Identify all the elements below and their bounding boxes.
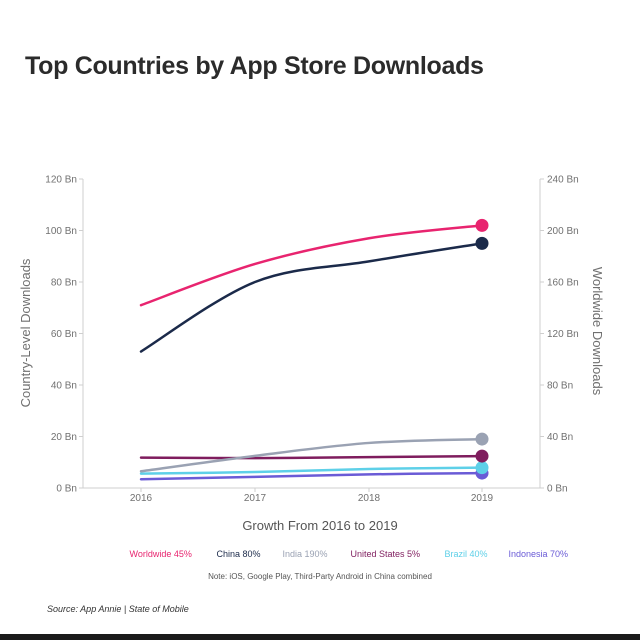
- legend-brazil: Brazil 40%: [444, 549, 488, 559]
- legend-united-states: United States 5%: [350, 549, 421, 559]
- x-tick-label: 2016: [130, 493, 153, 504]
- series-line-brazil: [139, 466, 484, 475]
- bottom-rule: [0, 634, 640, 640]
- y2-tick-label: 160 Bn: [547, 278, 579, 289]
- x-axis-label: Growth From 2016 to 2019: [242, 518, 398, 533]
- series-line-worldwide: [139, 224, 484, 307]
- y-tick-label: 120 Bn: [45, 175, 77, 186]
- y-tick-label: 0 Bn: [56, 484, 77, 495]
- x-tick-label: 2019: [471, 493, 494, 504]
- y-tick-label: 100 Bn: [45, 226, 77, 237]
- series-line-indonesia: [139, 471, 484, 481]
- series-line-india: [139, 437, 484, 473]
- y-tick-label: 20 Bn: [51, 432, 77, 443]
- legend-worldwide: Worldwide 45%: [129, 549, 192, 559]
- y-tick-label: 60 Bn: [51, 329, 77, 340]
- series-endpoint-united-states: [475, 449, 489, 463]
- y-tick-label: 40 Bn: [51, 381, 77, 392]
- y2-axis-label: Worldwide Downloads: [590, 267, 605, 396]
- legend-china: China 80%: [216, 549, 261, 559]
- source-credit: Source: App Annie | State of Mobile: [47, 604, 189, 614]
- series-endpoint-brazil: [475, 461, 489, 475]
- series-line-united-states: [139, 454, 484, 460]
- series-endpoint-worldwide: [475, 218, 489, 232]
- y-tick-label: 80 Bn: [51, 278, 77, 289]
- series-endpoint-india: [475, 432, 489, 446]
- y2-tick-label: 120 Bn: [547, 329, 579, 340]
- y-axis-label: Country-Level Downloads: [18, 258, 33, 407]
- legend-india: India 190%: [282, 549, 328, 559]
- legend-indonesia: Indonesia 70%: [508, 549, 569, 559]
- footnote: Note: iOS, Google Play, Third-Party Andr…: [208, 572, 432, 581]
- legend: Worldwide 45% China 80% India 190% Unite…: [0, 549, 640, 559]
- series-line-china: [139, 242, 484, 353]
- y2-tick-label: 0 Bn: [547, 484, 568, 495]
- y2-tick-label: 40 Bn: [547, 432, 573, 443]
- y2-tick-label: 240 Bn: [547, 175, 579, 186]
- chart-title: Top Countries by App Store Downloads: [25, 52, 484, 80]
- x-tick-label: 2017: [244, 493, 267, 504]
- y2-tick-label: 80 Bn: [547, 381, 573, 392]
- x-tick-label: 2018: [358, 493, 381, 504]
- series-endpoint-china: [475, 236, 489, 250]
- y2-tick-label: 200 Bn: [547, 226, 579, 237]
